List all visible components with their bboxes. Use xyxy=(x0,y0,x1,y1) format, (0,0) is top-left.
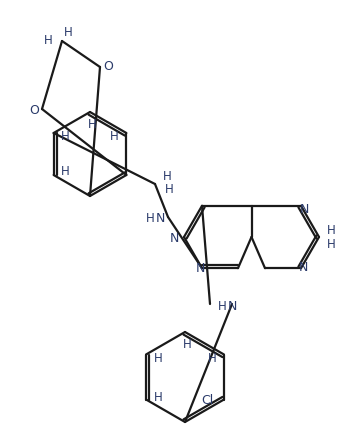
Text: H: H xyxy=(208,351,216,364)
Text: Cl: Cl xyxy=(202,393,214,406)
Text: H: H xyxy=(88,118,96,131)
Text: H: H xyxy=(218,300,226,313)
Text: N: N xyxy=(299,203,309,216)
Text: H: H xyxy=(327,238,335,251)
Text: H: H xyxy=(154,351,162,364)
Text: N: N xyxy=(195,261,205,274)
Text: N: N xyxy=(227,300,237,313)
Text: H: H xyxy=(154,390,162,403)
Text: N: N xyxy=(169,232,179,245)
Text: H: H xyxy=(183,338,191,351)
Text: N: N xyxy=(155,212,165,225)
Text: H: H xyxy=(44,33,52,46)
Text: H: H xyxy=(110,130,119,143)
Text: H: H xyxy=(61,130,70,143)
Text: N: N xyxy=(298,260,308,273)
Text: O: O xyxy=(103,59,113,72)
Text: H: H xyxy=(164,183,173,196)
Text: H: H xyxy=(327,224,335,237)
Text: O: O xyxy=(29,103,39,116)
Text: H: H xyxy=(146,212,154,225)
Text: H: H xyxy=(163,170,171,183)
Text: H: H xyxy=(64,26,72,38)
Text: H: H xyxy=(61,165,70,178)
